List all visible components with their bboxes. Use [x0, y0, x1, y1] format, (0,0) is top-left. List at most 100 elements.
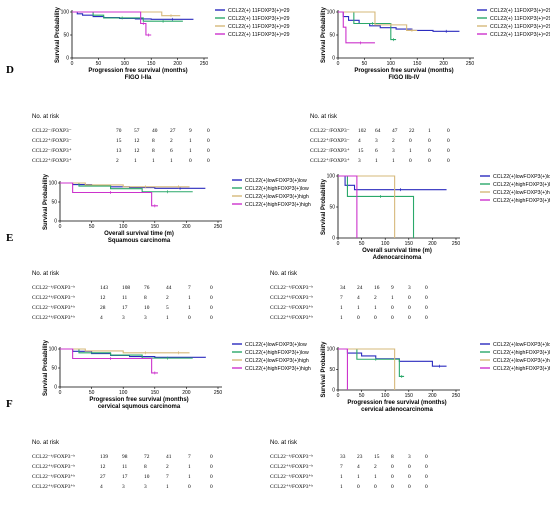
legend-label: CCL22(+)lowFOXP3(+)low: [245, 178, 307, 184]
risk-cell: 0: [207, 148, 210, 154]
y-tick-label: 50: [51, 366, 57, 372]
risk-cell: 6: [375, 148, 378, 154]
x-tick-label: 0: [59, 390, 62, 396]
risk-cell: 0: [408, 464, 411, 470]
x-tick-label: 250: [214, 390, 223, 396]
risk-cell: 0: [425, 315, 428, 321]
risk-cell: 27: [100, 474, 106, 480]
risk-cell: 143: [100, 285, 109, 291]
risk-cell: 0: [210, 305, 213, 311]
risk-cell: 6: [170, 148, 173, 154]
risk-cell: 27: [170, 128, 176, 134]
risk-cell: 4: [358, 138, 361, 144]
risk-cell: 12: [100, 464, 106, 470]
risk-cell: 0: [447, 148, 450, 154]
risk-cell: 1: [357, 305, 360, 311]
risk-cell: 3: [408, 285, 411, 291]
chart-subtitle: Squamous carcinoma: [108, 238, 171, 244]
risk-row-label: CCL22⁺ʰ/FOXP3⁻ʰ: [32, 295, 76, 301]
risk-cell: 0: [391, 464, 394, 470]
legend-label: CCL22(+) 11FOXP3(+)≈29: [228, 8, 290, 14]
x-tick-label: 50: [362, 61, 368, 67]
risk-cell: 1: [188, 305, 191, 311]
risk-cell: 0: [391, 474, 394, 480]
x-tick-label: 250: [452, 241, 461, 247]
risk-cell: 8: [144, 295, 147, 301]
risk-cell: 11: [122, 295, 128, 301]
chart-subtitle: Adenocarcinoma: [373, 255, 422, 261]
panel-label-f: F: [6, 398, 13, 410]
risk-cell: 1: [374, 305, 377, 311]
legend-label: CCL22(+)lowFOXP3(+)low: [245, 342, 307, 348]
risk-cell: 0: [207, 158, 210, 164]
risk-cell: 1: [166, 484, 169, 490]
risk-cell: 0: [408, 295, 411, 301]
legend-label: CCL22(+) 11FOXP3(+)≈29: [228, 24, 290, 30]
risk-row-label: CCL22⁻/FOXP3⁺: [32, 148, 72, 154]
risk-cell: 8: [391, 454, 394, 460]
x-tick-label: 250: [452, 393, 461, 399]
legend-label: CCL22(+)highFOXP3(+)high: [245, 366, 311, 372]
risk-cell: 0: [425, 295, 428, 301]
series-magenta-line: [338, 348, 348, 390]
risk-cell: 3: [122, 484, 125, 490]
legend-label: CCL22(+)highFOXP3(+)low: [493, 182, 550, 188]
x-axis-label: Overall survival time (m): [104, 231, 174, 237]
risk-cell: 12: [134, 138, 140, 144]
risk-row-label: CCL22⁺/FOXP3⁺: [32, 158, 72, 164]
x-tick-label: 0: [59, 224, 62, 230]
chart-subtitle: FIGO IIb-IV: [389, 75, 420, 81]
risk-cell: 1: [170, 158, 173, 164]
risk-cell: 4: [357, 295, 360, 301]
x-tick-label: 0: [337, 393, 340, 399]
y-tick-label: 0: [332, 388, 335, 394]
risk-cell: 0: [210, 474, 213, 480]
series-blue-line: [338, 175, 447, 191]
legend-label: CCL22(+)highFOXP3(+)low: [493, 350, 550, 356]
risk-row-label: CCL22⁺ʰ/FOXP3⁻ʰ: [270, 464, 314, 470]
risk-cell: 10: [144, 305, 150, 311]
panel-label-e: E: [6, 232, 14, 244]
risk-cell: 1: [188, 295, 191, 301]
y-tick-label: 0: [332, 56, 335, 62]
y-tick-label: 50: [51, 200, 57, 206]
y-tick-label: 0: [66, 56, 69, 62]
risk-cell: 0: [425, 484, 428, 490]
y-tick-label: 100: [49, 181, 58, 187]
risk-cell: 0: [188, 315, 191, 321]
series-magenta-line: [60, 348, 158, 374]
series-orange-line: [338, 11, 418, 31]
x-tick-label: 150: [405, 241, 414, 247]
risk-row-label: CCL22⁻/FOXP3⁺: [310, 148, 350, 154]
series-magenta-line: [60, 182, 158, 207]
legend-label: CCL22(+)lowFOXP3(+)high: [493, 190, 550, 196]
risk-cell: 102: [358, 128, 367, 134]
risk-cell: 1: [166, 315, 169, 321]
risk-cell: 3: [144, 315, 147, 321]
legend-label: CCL22(+) 11FOXP3(+)≈29: [490, 32, 550, 38]
risk-cell: 24: [357, 285, 363, 291]
x-tick-label: 50: [89, 390, 95, 396]
risk-cell: 33: [340, 454, 346, 460]
risk-cell: 1: [340, 315, 343, 321]
risk-cell: 0: [210, 295, 213, 301]
risk-row-label: CCL22⁺ʰ/FOXP3⁺ʰ: [270, 315, 314, 321]
risk-cell: 1: [409, 148, 412, 154]
risk-cell: 47: [392, 128, 398, 134]
risk-cell: 12: [134, 148, 140, 154]
risk-cell: 139: [100, 454, 109, 460]
risk-cell: 3: [408, 454, 411, 460]
risk-table-title: No. at risk: [32, 114, 60, 120]
risk-cell: 1: [189, 138, 192, 144]
risk-table-title: No. at risk: [270, 440, 298, 446]
y-tick-label: 100: [49, 347, 58, 353]
y-tick-label: 50: [329, 367, 335, 373]
series-green-line: [72, 11, 183, 22]
risk-cell: 1: [152, 158, 155, 164]
x-tick-label: 150: [413, 61, 422, 67]
y-axis-label: Survival Probability: [55, 6, 61, 63]
risk-cell: 7: [166, 474, 169, 480]
legend-label: CCL22(+)highFOXP3(+)high: [245, 202, 311, 208]
risk-cell: 40: [152, 128, 158, 134]
